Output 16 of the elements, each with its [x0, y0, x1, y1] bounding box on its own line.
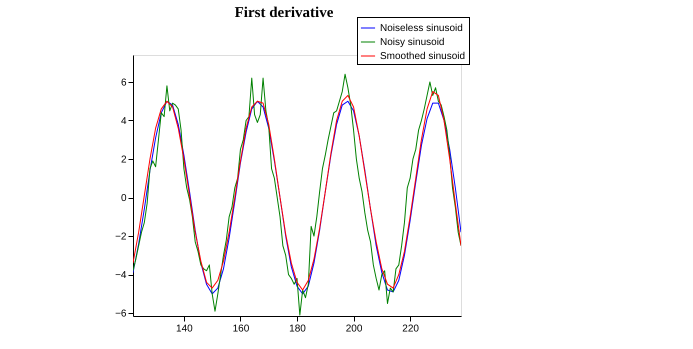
- y-tick-label: 2: [120, 154, 127, 166]
- y-tick-label: 4: [120, 116, 127, 127]
- legend-label: Noisy sinusoid: [380, 37, 444, 48]
- x-tick-label: 220: [402, 324, 420, 334]
- x-tick-label: 180: [289, 324, 306, 334]
- chart-title: First derivative: [234, 5, 334, 21]
- y-tick-label: −6: [115, 308, 127, 320]
- legend-label: Smoothed sinusoid: [380, 51, 466, 62]
- x-tick-label: 140: [176, 324, 194, 334]
- y-tick-label: −2: [115, 232, 127, 243]
- legend-label: Noiseless sinusoid: [380, 23, 463, 34]
- x-tick-label: 160: [232, 324, 250, 334]
- y-tick-label: 6: [120, 77, 127, 88]
- x-tick-label: 200: [346, 324, 363, 334]
- y-tick-label: 0: [120, 193, 127, 204]
- y-tick-label: −4: [115, 270, 127, 282]
